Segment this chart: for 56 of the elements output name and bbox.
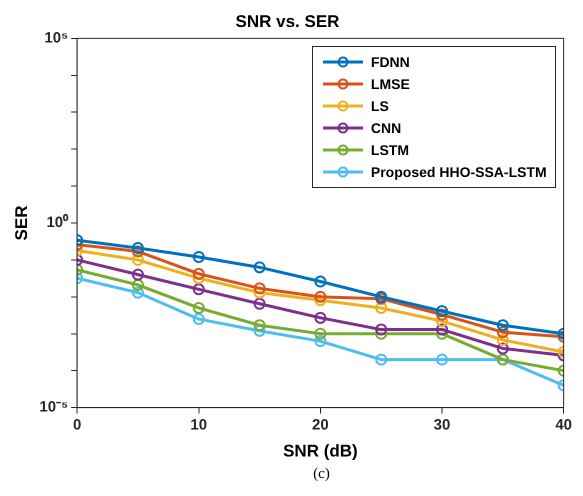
point xyxy=(192,268,205,280)
y-tick-label: 10⁰ xyxy=(46,213,70,232)
point xyxy=(375,324,388,336)
point xyxy=(314,335,326,348)
point xyxy=(254,261,266,274)
point xyxy=(375,302,388,314)
point xyxy=(436,324,448,336)
point xyxy=(436,328,448,340)
point xyxy=(132,254,144,266)
point xyxy=(314,328,326,340)
point xyxy=(254,298,266,310)
point xyxy=(314,312,326,324)
point xyxy=(496,319,509,332)
point xyxy=(254,286,266,299)
point xyxy=(192,283,205,296)
text: (c) xyxy=(312,466,331,483)
point xyxy=(436,305,448,318)
legend-label: LS xyxy=(370,98,389,114)
point xyxy=(254,282,266,294)
point xyxy=(192,272,205,284)
point xyxy=(314,290,326,303)
point xyxy=(496,326,509,338)
y-axis-title: SER xyxy=(12,206,31,240)
x-tick-label: 0 xyxy=(72,416,82,434)
legend-label: LSTM xyxy=(370,142,409,158)
point xyxy=(254,324,266,337)
x-tick-label: 10 xyxy=(190,416,208,434)
legend-label: FDNN xyxy=(370,54,410,70)
point xyxy=(375,354,388,366)
point xyxy=(132,245,144,258)
legend-label: LMSE xyxy=(370,76,410,92)
point xyxy=(192,313,205,326)
point xyxy=(132,242,144,254)
x-axis-title: SNR (dB) xyxy=(283,441,358,460)
point xyxy=(436,315,448,328)
legend-label: CNN xyxy=(370,120,402,136)
point xyxy=(436,354,448,366)
legend-label: Proposed HHO-SSA-LSTM xyxy=(370,164,547,180)
point xyxy=(375,328,388,340)
point xyxy=(132,278,144,291)
point xyxy=(192,250,205,263)
point xyxy=(314,276,326,288)
x-tick-label: 20 xyxy=(312,416,329,434)
point xyxy=(132,268,144,281)
point xyxy=(192,302,205,314)
x-tick-label: 30 xyxy=(434,416,450,434)
point xyxy=(132,286,144,299)
y-tick-label: 10⁵ xyxy=(44,30,68,47)
point xyxy=(496,342,509,354)
point xyxy=(436,308,448,321)
point xyxy=(496,334,509,346)
point xyxy=(314,294,326,306)
x-tick-label: 40 xyxy=(555,416,572,434)
y-tick-label: 10⁻⁵ xyxy=(39,398,68,416)
chart-title: SNR vs. SER xyxy=(236,12,340,31)
point xyxy=(254,319,266,332)
